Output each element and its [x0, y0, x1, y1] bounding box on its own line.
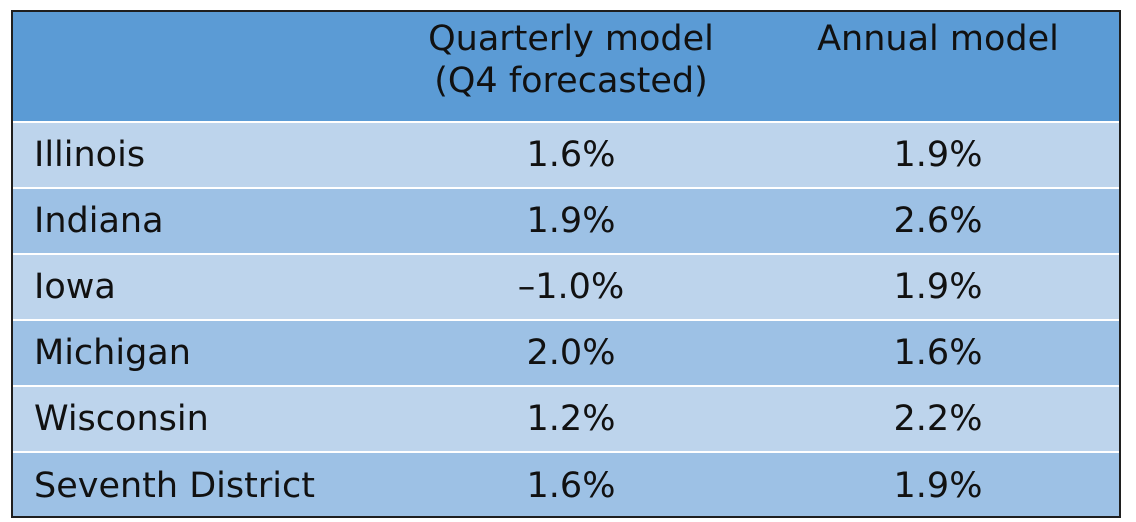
cell-quarterly: 1.6%	[385, 122, 757, 188]
cell-quarterly: 1.6%	[385, 452, 757, 516]
cell-annual: 2.6%	[757, 188, 1119, 254]
header-cell-quarterly: Quarterly model (Q4 forecasted)	[385, 12, 757, 122]
table-row: Illinois 1.6% 1.9%	[13, 122, 1119, 188]
cell-quarterly: 2.0%	[385, 320, 757, 386]
table-row: Iowa –1.0% 1.9%	[13, 254, 1119, 320]
cell-state: Indiana	[13, 188, 385, 254]
header-cell-annual: Annual model	[757, 12, 1119, 122]
cell-state: Seventh District	[13, 452, 385, 516]
table-header: Quarterly model (Q4 forecasted) Annual m…	[13, 12, 1119, 122]
header-quarterly-line2: (Q4 forecasted)	[434, 61, 708, 101]
cell-quarterly: 1.9%	[385, 188, 757, 254]
cell-state: Illinois	[13, 122, 385, 188]
forecast-table-frame: Quarterly model (Q4 forecasted) Annual m…	[11, 10, 1121, 518]
cell-quarterly: 1.2%	[385, 386, 757, 452]
header-row: Quarterly model (Q4 forecasted) Annual m…	[13, 12, 1119, 122]
cell-state: Iowa	[13, 254, 385, 320]
cell-annual: 2.2%	[757, 386, 1119, 452]
table-row: Wisconsin 1.2% 2.2%	[13, 386, 1119, 452]
cell-annual: 1.9%	[757, 254, 1119, 320]
table-row: Seventh District 1.6% 1.9%	[13, 452, 1119, 516]
table-body: Illinois 1.6% 1.9% Indiana 1.9% 2.6% Iow…	[13, 122, 1119, 516]
cell-state: Michigan	[13, 320, 385, 386]
cell-annual: 1.6%	[757, 320, 1119, 386]
header-quarterly-line1: Quarterly model	[428, 19, 714, 59]
forecast-table: Quarterly model (Q4 forecasted) Annual m…	[13, 12, 1119, 516]
table-row: Indiana 1.9% 2.6%	[13, 188, 1119, 254]
header-cell-state	[13, 12, 385, 122]
table-row: Michigan 2.0% 1.6%	[13, 320, 1119, 386]
cell-quarterly: –1.0%	[385, 254, 757, 320]
cell-state: Wisconsin	[13, 386, 385, 452]
cell-annual: 1.9%	[757, 122, 1119, 188]
cell-annual: 1.9%	[757, 452, 1119, 516]
